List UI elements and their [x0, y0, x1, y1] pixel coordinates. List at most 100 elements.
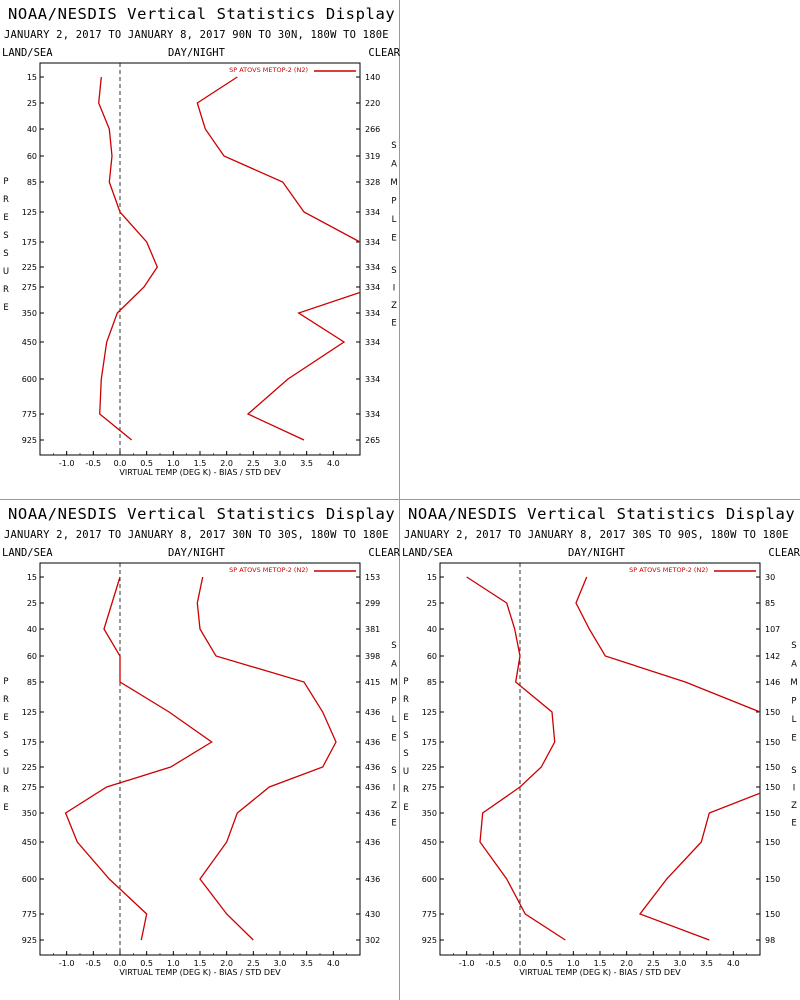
sample-size-label: 436	[365, 875, 380, 884]
pressure-tick-label: 275	[22, 783, 37, 792]
x-axis-label: VIRTUAL TEMP (DEG K) - BIAS / STD DEV	[519, 968, 681, 977]
chart-panel: NOAA/NESDIS Vertical Statistics Display J…	[0, 500, 400, 1000]
pressure-letter: E	[3, 713, 8, 723]
chart-svg: -1.0 -0.5 0.0 0.5 1.0 1.5 2.0 2.5 3.0 3.5 4.0 VIRTU…	[3, 562, 398, 977]
x-tick-label: -1.0	[459, 959, 475, 968]
x-tick-label: -0.5	[86, 959, 102, 968]
x-tick-label: 1.5	[194, 459, 207, 468]
day-night-label: DAY/NIGHT	[568, 547, 625, 559]
x-tick-label: 1.0	[167, 459, 180, 468]
sample-size-label: 334	[365, 208, 380, 217]
size-letter: S	[391, 266, 396, 276]
pressure-tick-label: 450	[22, 338, 37, 347]
pressure-tick-label: 15	[427, 573, 437, 582]
panel-title: NOAA/NESDIS Vertical Statistics Display	[8, 5, 396, 23]
sample-letter: M	[790, 678, 797, 688]
land-sea-label: LAND/SEA	[2, 47, 53, 59]
pressure-tick-label: 40	[27, 625, 37, 634]
pressure-tick-label: 225	[422, 763, 437, 772]
x-tick-label: 1.0	[167, 959, 180, 968]
sample-letter: P	[791, 697, 796, 707]
pressure-letter: S	[3, 731, 8, 741]
pressure-tick-label: 15	[27, 573, 37, 582]
pressure-tick-label: 350	[422, 809, 437, 818]
x-tick-label: 2.5	[247, 959, 260, 968]
x-tick-label: 0.0	[514, 959, 527, 968]
panel-divider-vertical	[399, 0, 400, 1000]
size-letter: E	[391, 319, 396, 329]
clear-label: CLEAR	[368, 547, 400, 559]
sample-size-label: 398	[365, 652, 380, 661]
pressure-tick-label: 600	[22, 375, 37, 384]
size-letter: S	[391, 766, 396, 776]
day-night-label: DAY/NIGHT	[168, 547, 225, 559]
pressure-tick-label: 225	[22, 263, 37, 272]
size-letter: I	[393, 784, 396, 794]
x-tick-label: -1.0	[59, 459, 75, 468]
pressure-tick-label: 600	[22, 875, 37, 884]
x-tick-label: 2.5	[247, 459, 260, 468]
x-tick-label: 3.0	[274, 959, 287, 968]
pressure-tick-label: 775	[422, 910, 437, 919]
sample-size-label: 140	[365, 73, 380, 82]
sample-letter: M	[390, 178, 397, 188]
sample-size-label: 299	[365, 599, 380, 608]
pressure-tick-label: 40	[427, 625, 437, 634]
x-tick-label: 0.5	[140, 459, 153, 468]
sample-size-label: 381	[365, 625, 380, 634]
pressure-tick-label: 225	[22, 763, 37, 772]
sample-size-label: 266	[365, 125, 380, 134]
sample-letter: S	[391, 641, 396, 651]
sample-size-label: 334	[365, 263, 380, 272]
sample-letter: L	[392, 215, 397, 225]
pressure-tick-label: 450	[422, 838, 437, 847]
pressure-letter: R	[3, 695, 9, 705]
panel-title: NOAA/NESDIS Vertical Statistics Display	[8, 505, 396, 523]
plot-frame	[439, 562, 761, 956]
sample-size-label: 436	[365, 708, 380, 717]
x-tick-label: 3.5	[700, 959, 713, 968]
x-tick-label: 0.0	[114, 459, 127, 468]
x-tick-label: 3.0	[674, 959, 687, 968]
sample-letter: E	[391, 734, 396, 744]
sample-size-label: 153	[365, 573, 380, 582]
size-letter: E	[391, 819, 396, 829]
pressure-tick-label: 925	[22, 436, 37, 445]
pressure-letter: S	[403, 731, 408, 741]
sample-size-label: 302	[365, 936, 380, 945]
pressure-letter: E	[3, 213, 8, 223]
sample-size-label: 150	[765, 738, 780, 747]
pressure-tick-label: 925	[22, 936, 37, 945]
pressure-letter: R	[3, 785, 9, 795]
sample-size-label: 334	[365, 238, 380, 247]
sample-size-label: 436	[365, 738, 380, 747]
sample-letter: A	[391, 160, 397, 170]
sample-size-label: 98	[765, 936, 775, 945]
sample-size-label: 436	[365, 763, 380, 772]
pressure-letter: E	[3, 803, 8, 813]
sample-size-label: 146	[765, 678, 780, 687]
pressure-tick-label: 450	[22, 838, 37, 847]
x-tick-label: 2.5	[647, 959, 660, 968]
x-tick-label: 3.5	[300, 459, 313, 468]
x-tick-label: 2.0	[220, 459, 233, 468]
clear-label: CLEAR	[768, 547, 800, 559]
pressure-letter: E	[403, 713, 408, 723]
x-tick-label: -0.5	[86, 459, 102, 468]
land-sea-label: LAND/SEA	[2, 547, 53, 559]
pressure-tick-label: 125	[22, 208, 37, 217]
pressure-tick-label: 775	[22, 910, 37, 919]
bias-series-line	[98, 76, 159, 441]
pressure-tick-label: 25	[27, 99, 37, 108]
sample-size-label: 436	[365, 783, 380, 792]
plot-frame	[39, 62, 361, 456]
panel-subtitle: JANUARY 2, 2017 TO JANUARY 8, 2017 30S T…	[404, 529, 789, 541]
pressure-tick-label: 85	[27, 178, 37, 187]
pressure-tick-label: 85	[427, 678, 437, 687]
sample-size-label: 150	[765, 910, 780, 919]
pressure-tick-label: 60	[27, 652, 37, 661]
x-tick-label: 4.0	[327, 459, 340, 468]
sample-letter: S	[391, 141, 396, 151]
pressure-tick-label: 275	[22, 283, 37, 292]
pressure-tick-label: 600	[422, 875, 437, 884]
